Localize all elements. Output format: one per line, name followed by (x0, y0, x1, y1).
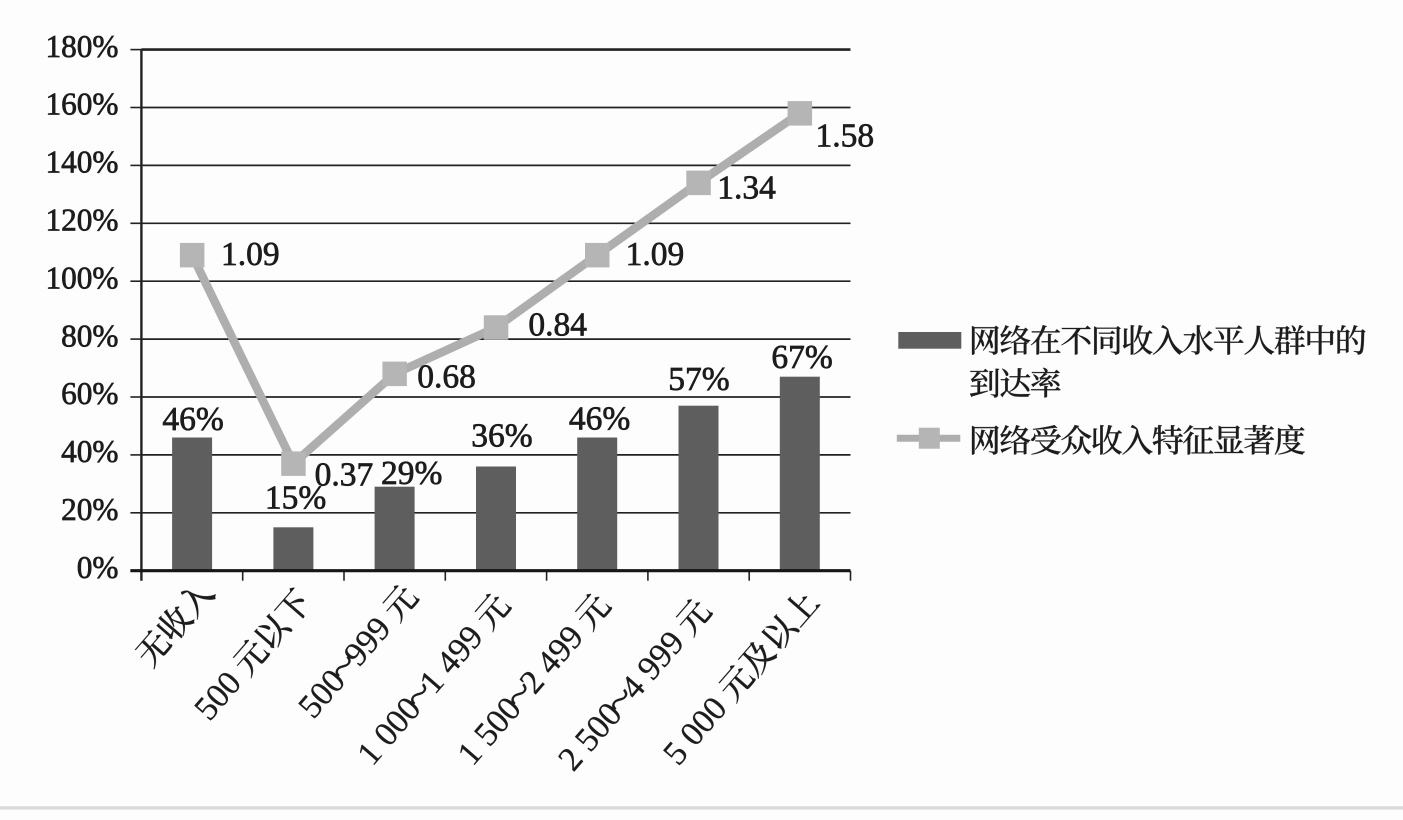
svg-text:0%: 0% (77, 550, 119, 585)
svg-text:0.84: 0.84 (528, 306, 587, 343)
svg-text:60%: 60% (61, 376, 118, 411)
svg-text:1.09: 1.09 (626, 236, 685, 273)
svg-text:100%: 100% (45, 260, 118, 295)
svg-text:46%: 46% (569, 400, 630, 437)
svg-text:57%: 57% (668, 361, 729, 398)
svg-text:20%: 20% (61, 492, 118, 527)
svg-text:80%: 80% (61, 318, 118, 353)
svg-text:0.37: 0.37 (315, 457, 374, 494)
svg-text:15%: 15% (265, 480, 326, 517)
svg-text:160%: 160% (45, 87, 118, 122)
svg-text:140%: 140% (45, 145, 118, 180)
svg-text:1.09: 1.09 (221, 236, 280, 273)
svg-text:1.34: 1.34 (717, 170, 776, 207)
svg-text:180%: 180% (45, 29, 118, 64)
svg-text:120%: 120% (45, 203, 118, 238)
svg-text:1.58: 1.58 (816, 118, 875, 155)
svg-text:40%: 40% (61, 434, 118, 469)
svg-text:29%: 29% (381, 455, 442, 492)
svg-text:36%: 36% (471, 418, 532, 455)
svg-text:67%: 67% (771, 339, 832, 376)
svg-text:0.68: 0.68 (417, 359, 476, 396)
svg-text:46%: 46% (162, 401, 223, 438)
